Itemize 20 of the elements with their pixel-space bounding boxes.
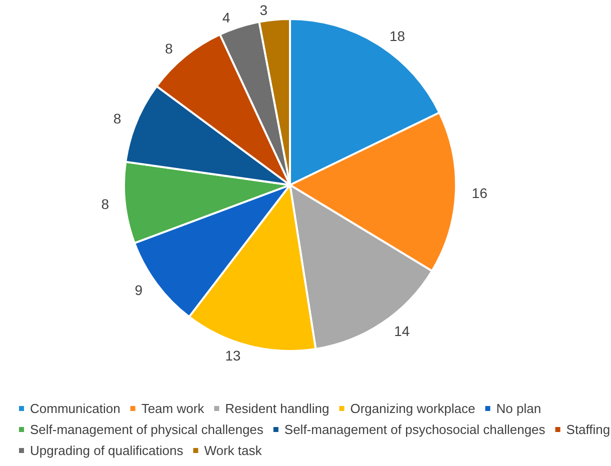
- data-label: 9: [134, 282, 143, 298]
- legend-label: Organizing workplace: [350, 401, 476, 416]
- data-label: 8: [101, 196, 110, 212]
- legend-label: Communication: [30, 401, 120, 416]
- data-label: 3: [260, 2, 268, 18]
- legend-label: Work task: [204, 443, 262, 458]
- data-label: 13: [225, 348, 241, 364]
- legend-label: Staffing: [566, 422, 610, 437]
- legend-label: Upgrading of qualifications: [30, 443, 184, 458]
- data-label: 14: [394, 323, 410, 340]
- data-label: 18: [389, 28, 406, 44]
- legend-label: Self-management of psychosocial challenges: [284, 422, 546, 437]
- legend-label: No plan: [496, 401, 542, 416]
- data-label: 4: [222, 9, 230, 26]
- legend-label: Team work: [141, 401, 205, 416]
- data-label: 16: [472, 185, 488, 202]
- legend-label: Self-management of physical challenges: [30, 422, 264, 437]
- legend-label: Resident handling: [225, 401, 330, 416]
- data-label: 8: [164, 40, 173, 57]
- data-label: 8: [113, 110, 122, 126]
